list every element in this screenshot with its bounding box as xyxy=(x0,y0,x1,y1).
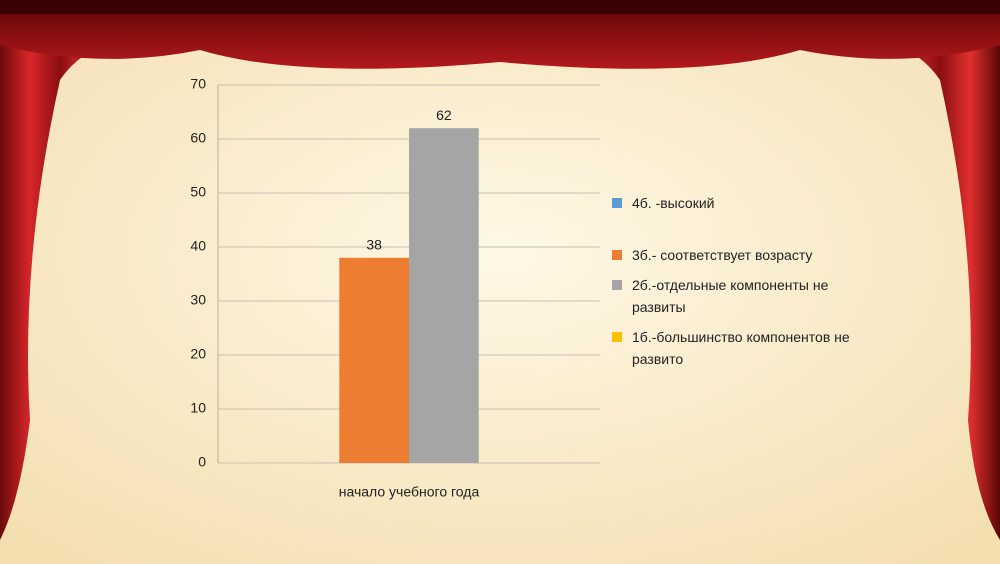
legend-swatch xyxy=(612,250,622,260)
bar xyxy=(409,128,479,463)
y-tick-label: 10 xyxy=(190,400,206,416)
y-tick-label: 50 xyxy=(190,184,206,200)
legend-swatch xyxy=(612,280,622,290)
data-label: 38 xyxy=(366,237,382,253)
y-tick-label: 0 xyxy=(198,454,206,470)
top-border xyxy=(0,0,1000,14)
legend-item: 2б.-отдельные компоненты не развиты xyxy=(612,274,852,318)
data-label: 62 xyxy=(436,107,452,123)
legend-label: 4б. -высокий xyxy=(632,195,714,211)
legend-label: 3б.- соответствует возрасту xyxy=(632,247,812,263)
legend-item: 4б. -высокий xyxy=(612,192,852,214)
legend-item: 3б.- соответствует возрасту xyxy=(612,244,852,266)
x-tick-label: начало учебного года xyxy=(339,484,480,500)
legend-swatch xyxy=(612,198,622,208)
slide: 010203040506070начало учебного года3862 … xyxy=(0,0,1000,564)
legend-label: 2б.-отдельные компоненты не развиты xyxy=(632,277,828,315)
y-tick-label: 30 xyxy=(190,292,206,308)
y-tick-label: 60 xyxy=(190,130,206,146)
legend-label: 1б.-большинство компонентов не развито xyxy=(632,329,850,367)
bar xyxy=(339,258,409,463)
legend-swatch xyxy=(612,332,622,342)
y-tick-label: 20 xyxy=(190,346,206,362)
legend-item: 1б.-большинство компонентов не развито xyxy=(612,326,852,370)
y-tick-label: 40 xyxy=(190,238,206,254)
y-tick-label: 70 xyxy=(190,76,206,92)
legend: 4б. -высокий 3б.- соответствует возрасту 2… xyxy=(612,192,852,378)
